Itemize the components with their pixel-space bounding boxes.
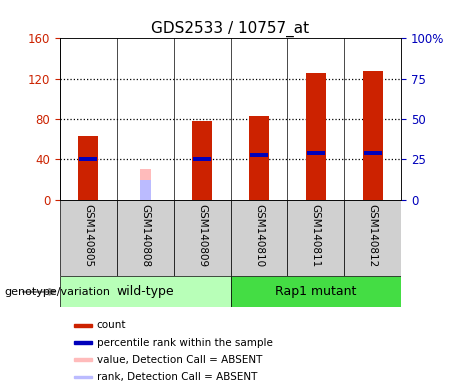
Bar — [74, 358, 92, 361]
Text: GSM140810: GSM140810 — [254, 204, 264, 266]
Text: rank, Detection Call = ABSENT: rank, Detection Call = ABSENT — [97, 372, 257, 382]
Bar — [193, 157, 211, 161]
Bar — [363, 71, 383, 200]
Text: GSM140809: GSM140809 — [197, 204, 207, 266]
Bar — [249, 116, 269, 200]
Bar — [140, 180, 151, 200]
Text: GSM140808: GSM140808 — [140, 204, 150, 266]
Bar — [230, 200, 287, 276]
Bar — [74, 376, 92, 379]
Bar — [117, 200, 174, 276]
Bar — [60, 276, 230, 307]
Bar — [74, 341, 92, 344]
Bar — [174, 200, 230, 276]
Text: wild-type: wild-type — [116, 285, 174, 298]
Text: count: count — [97, 320, 126, 330]
Bar — [230, 276, 401, 307]
Bar — [287, 200, 344, 276]
Text: Rap1 mutant: Rap1 mutant — [275, 285, 356, 298]
Text: percentile rank within the sample: percentile rank within the sample — [97, 338, 273, 348]
Bar — [250, 153, 268, 157]
Bar — [74, 324, 92, 327]
Text: GSM140811: GSM140811 — [311, 204, 321, 267]
Bar — [60, 200, 117, 276]
Title: GDS2533 / 10757_at: GDS2533 / 10757_at — [151, 21, 310, 37]
Text: GSM140805: GSM140805 — [83, 204, 94, 266]
Bar — [364, 151, 382, 155]
Bar — [78, 136, 98, 200]
Bar — [192, 121, 212, 200]
Text: genotype/variation: genotype/variation — [5, 287, 111, 297]
Bar — [306, 73, 326, 200]
Bar — [79, 157, 97, 161]
Text: value, Detection Call = ABSENT: value, Detection Call = ABSENT — [97, 355, 262, 365]
Bar — [344, 200, 401, 276]
Text: GSM140812: GSM140812 — [367, 204, 378, 267]
Bar — [307, 151, 325, 155]
Bar — [140, 169, 151, 200]
